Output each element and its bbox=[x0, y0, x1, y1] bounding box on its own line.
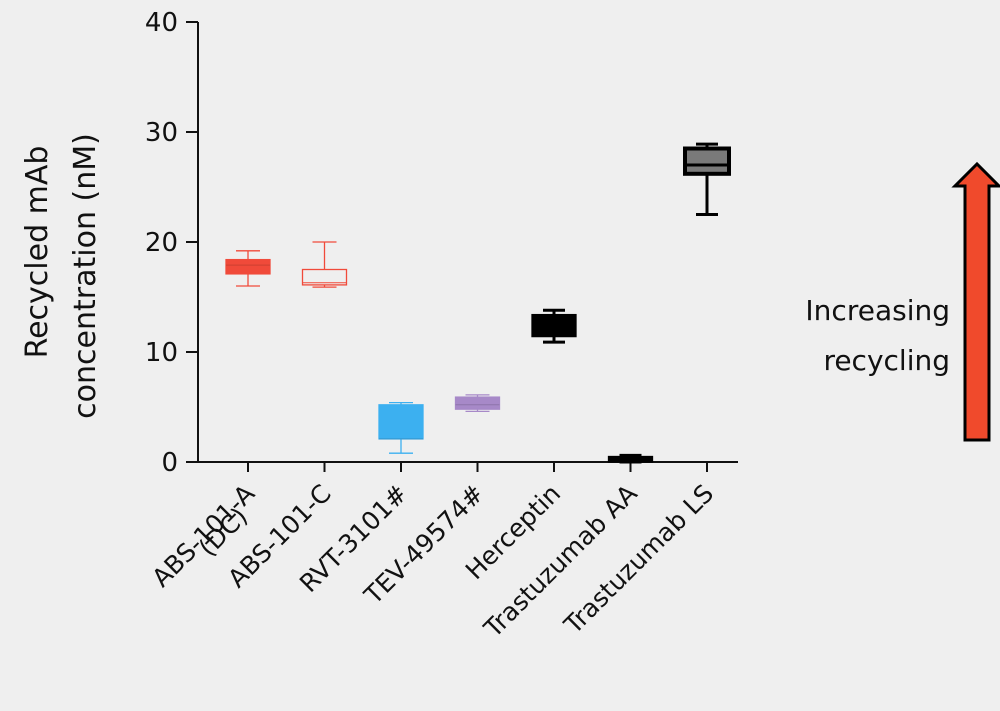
annotation-line-1: Increasing bbox=[805, 294, 950, 327]
y-axis-label-line-2: concentration (nM) bbox=[68, 133, 103, 419]
y-tick-label: 10 bbox=[145, 338, 178, 368]
annotation-line-2: recycling bbox=[823, 344, 950, 377]
box bbox=[683, 146, 731, 176]
box bbox=[454, 396, 501, 410]
up-arrow bbox=[951, 161, 1000, 442]
recycling-annotation: Increasing recycling bbox=[710, 286, 950, 386]
y-tick-label: 0 bbox=[161, 448, 178, 478]
box bbox=[378, 404, 424, 440]
y-tick-label: 20 bbox=[145, 228, 178, 258]
box bbox=[225, 258, 271, 275]
y-axis-label-line-1: Recycled mAb bbox=[20, 146, 55, 359]
box bbox=[607, 455, 654, 463]
box bbox=[531, 313, 577, 338]
y-tick-label: 40 bbox=[145, 8, 178, 38]
y-tick-label: 30 bbox=[145, 118, 178, 148]
box bbox=[301, 268, 348, 286]
